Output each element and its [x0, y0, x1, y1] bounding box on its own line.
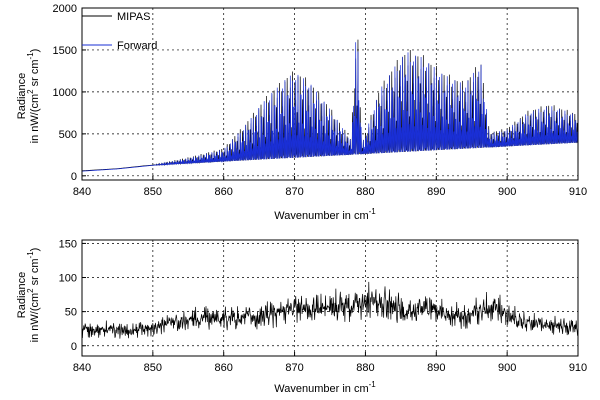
x-tick-label: 880	[356, 362, 374, 374]
x-tick-label: 900	[498, 186, 516, 198]
top-plot-frame	[81, 7, 579, 181]
x-tick-label: 890	[427, 186, 445, 198]
bottom-x-tick-labels: 840 850 860 870 880 890 900 910	[73, 362, 587, 374]
x-tick-label: 840	[73, 186, 91, 198]
y-tick-label: 50	[65, 307, 77, 319]
y-tick-label: 1500	[53, 45, 77, 57]
legend: MIPAS Forward	[82, 11, 157, 52]
x-tick-label: 870	[285, 362, 303, 374]
x-tick-label: 890	[427, 362, 445, 374]
top-panel: 840 850 860 870 880 890 900 910 0 500 1000 1500 200…	[16, 3, 587, 222]
bottom-x-axis-label: Wavenumber in cm-1	[274, 380, 376, 395]
bottom-y-tick-labels: 0 50 100 150	[59, 238, 77, 352]
bottom-series-layer	[81, 281, 579, 339]
bottom-panel: 840 850 860 870 880 890 900 910 0 50 100 150 Waven…	[16, 238, 587, 395]
y-tick-label: 150	[59, 238, 77, 250]
x-tick-label: 860	[215, 186, 233, 198]
y-tick-label: 1000	[53, 87, 77, 99]
y-tick-label: 100	[59, 273, 77, 285]
top-x-tick-labels: 840 850 860 870 880 890 900 910	[73, 186, 587, 198]
series-line-0-1	[81, 42, 579, 172]
x-tick-label: 860	[215, 362, 233, 374]
top-x-axis-label: Wavenumber in cm-1	[274, 207, 376, 222]
top-y-axis-label-line2: in nW/(cm2 sr cm-1)	[26, 49, 41, 144]
top-y-tick-labels: 0 500 1000 1500 2000	[53, 3, 77, 183]
legend-label-mipas: MIPAS	[117, 11, 150, 23]
bottom-plot-frame	[81, 239, 579, 357]
legend-label-forward: Forward	[117, 40, 157, 52]
bottom-y-axis-label-line1: Radiance	[16, 272, 28, 318]
x-tick-label: 870	[285, 186, 303, 198]
top-y-axis-label-line1: Radiance	[16, 73, 28, 119]
x-tick-label: 910	[569, 362, 587, 374]
y-tick-label: 0	[71, 341, 77, 353]
x-tick-label: 910	[569, 186, 587, 198]
series-line-1-0	[81, 281, 579, 339]
x-tick-label: 850	[144, 362, 162, 374]
bottom-y-axis-label-line2: in nW/(cm2 sr cm-1)	[26, 248, 41, 343]
y-tick-label: 500	[59, 129, 77, 141]
x-tick-label: 840	[73, 362, 91, 374]
top-series-layer	[81, 39, 579, 172]
x-tick-label: 900	[498, 362, 516, 374]
y-tick-label: 2000	[53, 3, 77, 15]
y-tick-label: 0	[71, 171, 77, 183]
x-tick-label: 850	[144, 186, 162, 198]
x-tick-label: 880	[356, 186, 374, 198]
